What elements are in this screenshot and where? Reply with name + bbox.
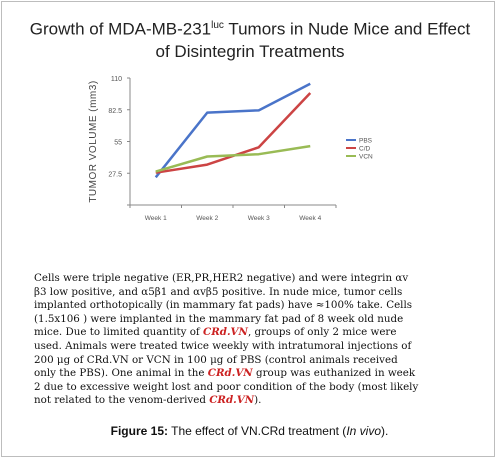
series-line-pbs [154,82,311,179]
caption-paragraph: Cells were triple negative (ER,PR,HER2 n… [34,272,466,408]
caption-line-4: (1.5x106 ) were implanted in the mammary… [34,312,404,325]
x-tick-label: Week 3 [248,215,270,222]
chart-title-line2: of Disintegrin Treatments [155,41,345,61]
chart-title-line1: Growth of MDA-MB-231luc Tumors in Nude M… [10,15,490,41]
y-tick-label: 110 [111,76,122,83]
caption-line-7: 200 μg of CRd.VN or VCN in 100 μg of PBS… [34,353,398,366]
y-tick-label: 55 [114,140,122,147]
chart-title: Growth of MDA-MB-231luc Tumors in Nude M… [10,15,490,63]
series-lines [154,82,312,179]
legend-label: C/D [359,146,371,153]
figure-label: Figure 15: [110,424,168,438]
axes: 27.5 55 82.5 110 Week 1 Week 2 Week 3 Week 4 [108,76,337,222]
crdvn-highlight: CRd.VN [207,367,253,380]
legend-label: PBS [359,138,373,145]
figure-caption-italic: In vivo [346,424,381,438]
caption-line-8-a: only the PBS). One animal in the [34,367,208,380]
figure-frame [1,1,495,457]
caption-line-10-b: ). [254,394,262,407]
y-axis-label: TUMOR VOLUME (mm3) [88,80,99,202]
x-tick-label: Week 4 [299,215,321,222]
caption-line-1: Cells were triple negative (ER,PR,HER2 n… [34,272,409,284]
crdvn-highlight: CRd.VN [203,326,248,339]
caption-line-8: only the PBS). One animal in the CRd.VN … [34,367,466,381]
y-tick-label: 27.5 [108,171,122,178]
title-superscript: luc [211,20,224,31]
caption-line-2: β3 low positive, and α5β1 and αvβ5 posit… [34,285,403,298]
caption-line-5: mice. Due to limited quantity of CRd.VN,… [34,326,466,340]
x-tick-label: Week 2 [196,215,218,222]
figure-caption: Figure 15: The effect of VN.CRd treatmen… [0,424,499,438]
caption-line-8-b: group was euthanized in week [252,367,416,380]
caption-line-10-a: not related to the venom-derived [34,394,210,407]
figure-caption-text-b: ). [381,424,389,438]
title-suffix: Tumors in Nude Mice and Effect [223,19,471,39]
caption-line-5-b: , groups of only 2 mice were [247,326,397,339]
caption-line-10: not related to the venom-derived CRd.VN)… [34,394,466,408]
caption-line-6: used. Animals were treated twice weekly … [34,339,412,352]
x-tick-label: Week 1 [145,215,167,222]
title-prefix: Growth of MDA-MB-231 [29,19,212,39]
caption-line-9: 2 due to excessive weight lost and poor … [34,380,419,393]
line-chart: 27.5 55 82.5 110 Week 1 Week 2 Week 3 Week 4 PB… [88,76,373,222]
series-line-vcn [155,144,311,173]
y-tick-label: 82.5 [108,108,122,115]
caption-line-5-a: mice. Due to limited quantity of [34,326,204,339]
crdvn-highlight: CRd.VN [209,394,255,407]
figure-caption-text-a: The effect of VN.CRd treatment ( [168,424,347,438]
legend-label: VCN [359,154,373,161]
caption-line-3: implanted orthotopically (in mammary fat… [34,299,413,312]
series-line-c-d [155,92,312,174]
